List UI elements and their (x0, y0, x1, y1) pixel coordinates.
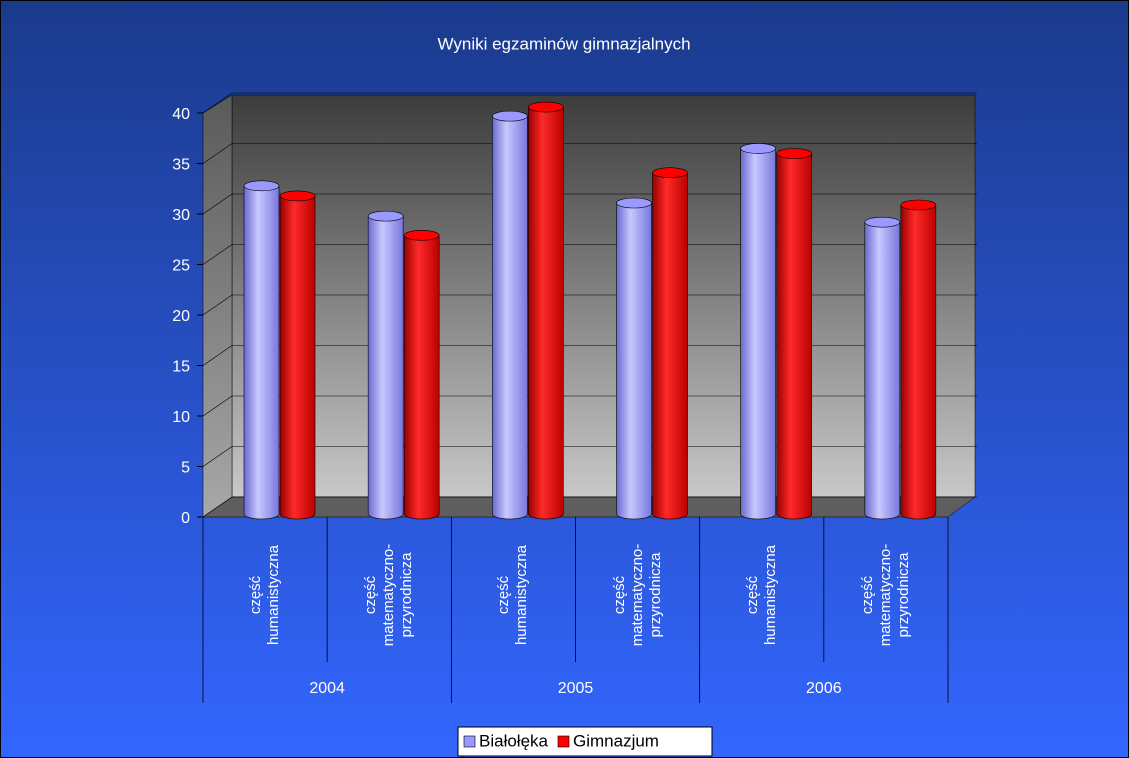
x-tick-label: część humanistyczna (495, 544, 531, 646)
group-label: 2006 (806, 680, 842, 697)
y-tick-label: 30 (172, 207, 190, 224)
legend-label: Gimnazjum (573, 731, 659, 750)
bar (776, 153, 812, 520)
x-tick-label: część matematyczno-przyrodnicza (858, 543, 912, 647)
bar (740, 148, 776, 520)
chart-title: Wyniki egzaminów gimnazjalnych (437, 34, 690, 53)
bar (279, 195, 316, 520)
y-tick-label: 40 (172, 106, 190, 123)
group-label: 2004 (309, 680, 345, 697)
grid-line (202, 143, 233, 164)
bar (243, 185, 280, 520)
bar (616, 202, 652, 520)
bar (652, 172, 688, 520)
bar-top (492, 110, 528, 122)
group-label: 2005 (558, 680, 594, 697)
bar (900, 204, 937, 520)
grid-line (202, 345, 233, 366)
side-wall (202, 94, 233, 518)
x-tick-label: część matematyczno-przyrodnicza (362, 543, 416, 647)
bar-top (279, 190, 316, 202)
y-tick-label: 15 (172, 359, 190, 376)
bar (403, 235, 440, 520)
grid-line (202, 92, 233, 114)
grid-line (202, 446, 233, 467)
bar-top (367, 210, 404, 222)
bar-top (740, 143, 776, 154)
x-tick-label: część humanistyczna (247, 544, 283, 646)
legend-swatch (463, 735, 476, 748)
bar (864, 221, 901, 520)
x-tick-label: część humanistyczna (743, 544, 779, 646)
grid-line (202, 395, 233, 417)
bar-top (403, 230, 440, 241)
grid-line (202, 244, 233, 265)
bar-top (900, 199, 937, 211)
y-tick-label: 10 (172, 409, 190, 426)
y-tick-label: 20 (172, 308, 190, 325)
back-wall (231, 94, 976, 498)
bar-top (776, 148, 812, 159)
legend (457, 726, 713, 757)
grid-line (202, 496, 233, 518)
bar-top (243, 180, 280, 192)
legend-swatch (557, 735, 570, 748)
bar-top (652, 167, 688, 178)
floor (202, 496, 976, 518)
y-tick-label: 0 (181, 510, 190, 527)
bar-top (528, 101, 564, 113)
bar (492, 115, 528, 520)
grid-line (202, 294, 233, 316)
bar-top (616, 197, 652, 209)
grid-line (202, 193, 233, 215)
bar-top (864, 216, 901, 228)
legend-label: Białołęka (479, 731, 549, 750)
x-tick-label: część matematyczno-przyrodnicza (610, 543, 664, 647)
y-tick-label: 25 (172, 258, 190, 275)
bar (367, 215, 404, 520)
y-tick-label: 35 (172, 157, 190, 174)
bar (528, 106, 564, 520)
y-tick-label: 5 (181, 460, 190, 477)
